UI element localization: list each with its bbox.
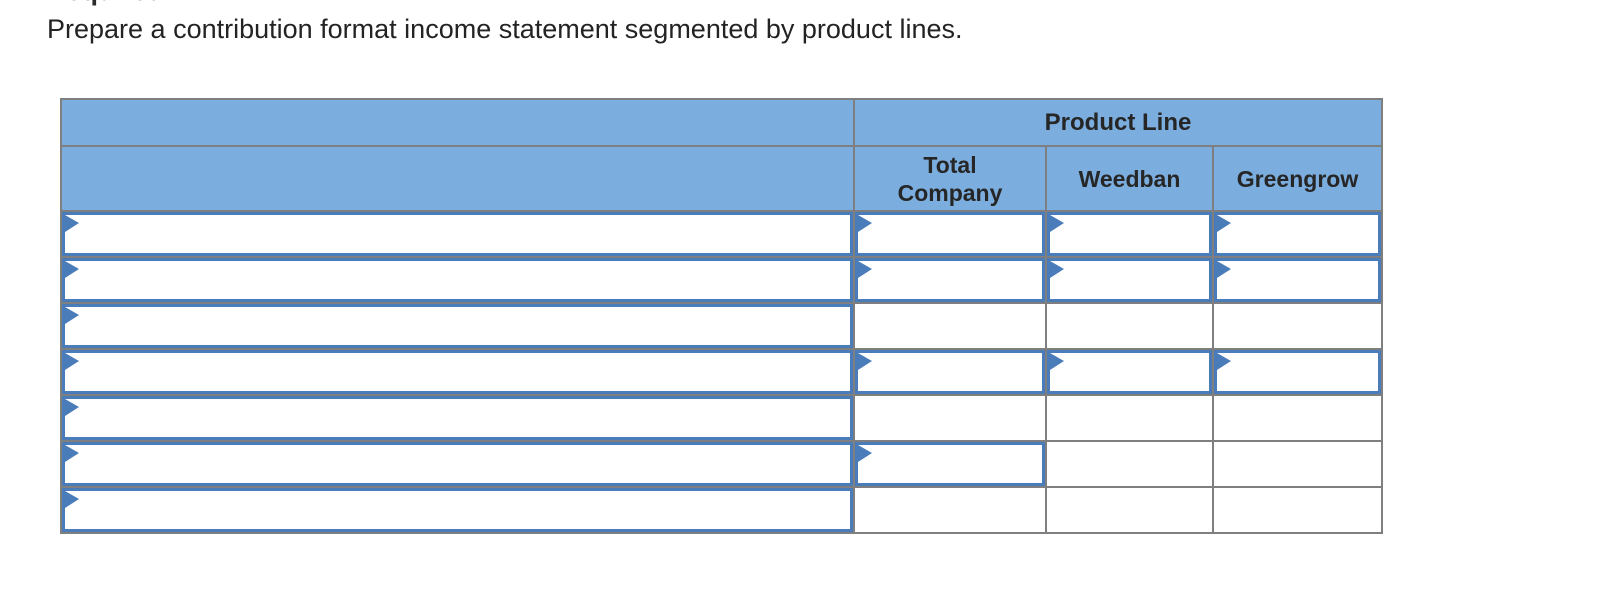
- column-header-weedban: Weedban: [1045, 145, 1214, 212]
- weedban-cell: [1045, 302, 1214, 350]
- header-blank-cell: [60, 145, 855, 212]
- dropdown-flag-icon: [858, 215, 872, 232]
- greengrow-input[interactable]: [1214, 350, 1382, 394]
- weedban-cell: [1045, 348, 1214, 396]
- total-company-input[interactable]: [855, 258, 1045, 302]
- column-header-total-company: Total Company: [853, 145, 1047, 212]
- row-label-cell: [60, 440, 855, 488]
- header-row-columns: Total Company Weedban Greengrow: [60, 145, 1384, 212]
- table-row: [60, 302, 1384, 350]
- dropdown-flag-icon: [65, 215, 79, 232]
- dropdown-flag-icon: [1050, 261, 1064, 278]
- dropdown-flag-icon: [858, 353, 872, 370]
- total-company-cell: [853, 210, 1047, 258]
- weedban-input[interactable]: [1047, 258, 1212, 302]
- row-label-input[interactable]: [62, 350, 853, 394]
- total-company-input[interactable]: [855, 350, 1045, 394]
- table-row: [60, 394, 1384, 442]
- row-label-cell: [60, 210, 855, 258]
- total-company-cell: [853, 256, 1047, 304]
- greengrow-cell: [1211, 302, 1384, 350]
- dropdown-flag-icon: [1050, 215, 1064, 232]
- required-label: Required:: [47, 0, 447, 8]
- dropdown-flag-icon: [858, 261, 872, 278]
- weedban-cell: [1045, 256, 1214, 304]
- total-company-cell: [853, 486, 1047, 534]
- table-row: [60, 256, 1384, 304]
- required-label-clipped: Required:: [47, 0, 447, 9]
- header-blank-cell: [60, 98, 855, 147]
- row-label-input[interactable]: [62, 396, 853, 440]
- income-statement-table: Product Line Total Company Weedban Green…: [60, 98, 1384, 534]
- weedban-cell: [1045, 394, 1214, 442]
- greengrow-cell: [1211, 348, 1384, 396]
- header-row-group: Product Line: [60, 98, 1384, 147]
- dropdown-flag-icon: [65, 445, 79, 462]
- greengrow-cell: [1211, 210, 1384, 258]
- greengrow-cell: [1211, 394, 1384, 442]
- greengrow-input[interactable]: [1214, 258, 1382, 302]
- row-label-input[interactable]: [62, 304, 853, 348]
- total-company-cell: [853, 348, 1047, 396]
- dropdown-flag-icon: [1217, 353, 1231, 370]
- row-label-cell: [60, 348, 855, 396]
- weedban-cell: [1045, 486, 1214, 534]
- weedban-cell: [1045, 440, 1214, 488]
- row-label-cell: [60, 486, 855, 534]
- table-row: [60, 210, 1384, 258]
- greengrow-cell: [1211, 256, 1384, 304]
- greengrow-input[interactable]: [1214, 212, 1382, 256]
- column-header-greengrow: Greengrow: [1211, 145, 1384, 212]
- column-header-label: Greengrow: [1236, 165, 1359, 192]
- row-label-input[interactable]: [62, 442, 853, 486]
- greengrow-cell: [1211, 486, 1384, 534]
- dropdown-flag-icon: [65, 261, 79, 278]
- total-company-cell: [853, 302, 1047, 350]
- dropdown-flag-icon: [1217, 261, 1231, 278]
- dropdown-flag-icon: [65, 491, 79, 508]
- row-label-cell: [60, 256, 855, 304]
- row-label-input[interactable]: [62, 212, 853, 256]
- total-company-input[interactable]: [855, 212, 1045, 256]
- row-label-input[interactable]: [62, 488, 853, 532]
- weedban-input[interactable]: [1047, 350, 1212, 394]
- table-row: [60, 440, 1384, 488]
- dropdown-flag-icon: [1050, 353, 1064, 370]
- total-company-input[interactable]: [855, 442, 1045, 486]
- column-header-label: Weedban: [1078, 165, 1181, 192]
- total-company-cell: [853, 394, 1047, 442]
- greengrow-cell: [1211, 440, 1384, 488]
- table-row: [60, 486, 1384, 534]
- product-line-group-header: Product Line: [852, 98, 1384, 147]
- dropdown-flag-icon: [858, 445, 872, 462]
- weedban-input[interactable]: [1047, 212, 1212, 256]
- total-company-cell: [853, 440, 1047, 488]
- column-header-label: Total Company: [897, 151, 1003, 206]
- row-label-cell: [60, 302, 855, 350]
- dropdown-flag-icon: [65, 307, 79, 324]
- row-label-input[interactable]: [62, 258, 853, 302]
- dropdown-flag-icon: [1217, 215, 1231, 232]
- row-label-cell: [60, 394, 855, 442]
- dropdown-flag-icon: [65, 353, 79, 370]
- weedban-cell: [1045, 210, 1214, 258]
- dropdown-flag-icon: [65, 399, 79, 416]
- table-row: [60, 348, 1384, 396]
- instruction-text: Prepare a contribution format income sta…: [47, 14, 963, 44]
